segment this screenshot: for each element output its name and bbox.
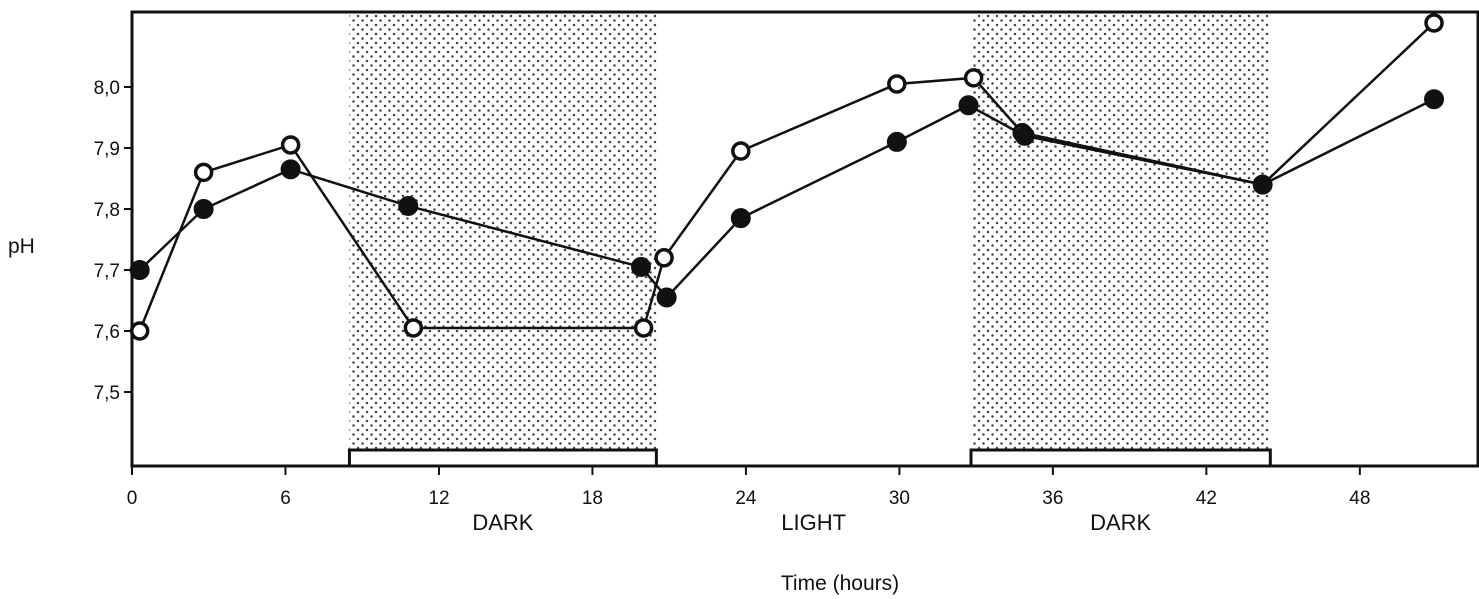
x-tick-label: 0 <box>127 488 138 509</box>
y-axis-ticks: 7,5 7,6 7,7 7,8 7,9 8,0 <box>94 78 132 404</box>
data-point-open <box>633 318 654 338</box>
dark-period-shading <box>349 12 657 466</box>
data-point-filled <box>1252 174 1273 195</box>
data-point-open <box>887 74 907 94</box>
series-open-circle <box>129 13 1444 341</box>
data-point-filled <box>1424 89 1445 110</box>
y-tick-label: 7,6 <box>94 322 120 343</box>
series-group <box>129 13 1445 341</box>
data-point-filled <box>730 208 751 229</box>
data-point-filled <box>886 131 907 152</box>
data-point-open <box>654 248 674 268</box>
data-point-filled <box>1014 125 1035 146</box>
dark-period-bar <box>969 448 1272 468</box>
dark-period-shading <box>971 12 1271 466</box>
period-label-dark: DARK <box>1090 510 1151 535</box>
y-tick-label: 7,5 <box>94 383 120 404</box>
dark-period-bar <box>347 448 658 468</box>
series-filled-circle <box>129 89 1445 308</box>
y-tick-label: 7,8 <box>94 200 120 221</box>
period-labels: DARK LIGHT DARK <box>472 510 1151 535</box>
x-tick-label: 48 <box>1349 488 1370 509</box>
x-tick-label: 18 <box>582 488 603 509</box>
data-point-filled <box>193 199 214 219</box>
y-tick-label: 7,9 <box>94 139 120 160</box>
plot-frame <box>130 10 1479 468</box>
data-point-filled <box>958 95 979 116</box>
data-point-open <box>280 135 301 155</box>
series-line <box>138 98 1435 300</box>
data-point-open <box>129 321 150 341</box>
data-point-open <box>1424 13 1444 33</box>
period-shading <box>349 12 1271 466</box>
x-tick-label: 24 <box>735 488 757 509</box>
data-point-open <box>403 318 424 338</box>
x-tick-label: 36 <box>1042 488 1063 509</box>
y-tick-label: 8,0 <box>94 78 120 99</box>
data-point-open <box>963 68 984 88</box>
y-axis-label: pH <box>8 235 35 258</box>
period-bars <box>347 448 1272 468</box>
period-label-light: LIGHT <box>781 510 846 535</box>
data-point-filled <box>631 256 652 277</box>
x-axis-label: Time (hours) <box>781 572 899 595</box>
data-point-filled <box>280 159 301 180</box>
data-point-filled <box>398 195 419 216</box>
x-tick-label: 12 <box>428 488 449 509</box>
data-point-filled <box>656 287 677 308</box>
series-line <box>138 22 1435 332</box>
y-tick-label: 7,7 <box>94 261 120 282</box>
x-tick-label: 30 <box>889 488 910 509</box>
x-axis-ticks: 0 6 12 18 24 30 36 42 48 <box>127 466 1370 509</box>
data-point-open <box>193 162 214 183</box>
x-tick-label: 6 <box>280 488 291 509</box>
x-tick-label: 42 <box>1196 488 1217 509</box>
data-point-open <box>731 141 751 161</box>
period-label-dark: DARK <box>472 510 533 535</box>
